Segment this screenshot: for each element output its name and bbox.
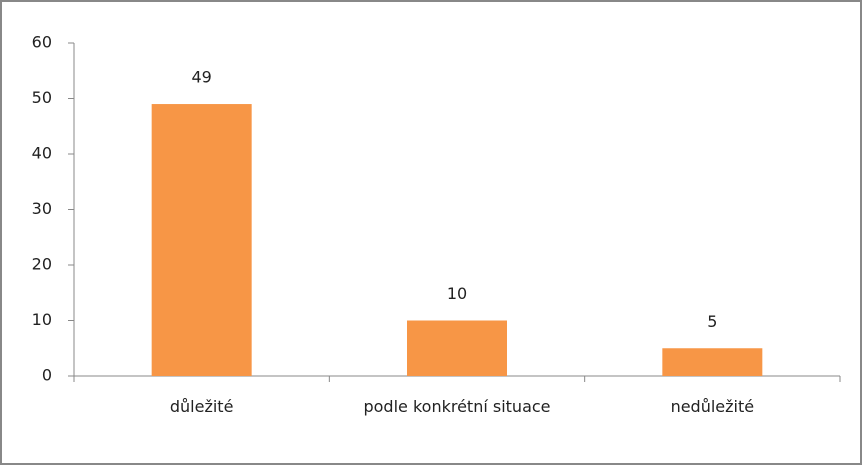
data-label: 49 <box>191 68 211 87</box>
x-tick-label-box: důležité <box>169 397 234 416</box>
y-tick-label: 0 <box>42 366 52 385</box>
data-label: 10 <box>447 284 467 303</box>
bar <box>662 348 763 376</box>
y-tick-label: 20 <box>32 255 52 274</box>
x-tick-label-box: podle konkrétní situace <box>363 397 551 416</box>
x-tick-label: podle konkrétní situace <box>363 397 551 416</box>
y-tick-label: 10 <box>32 310 52 329</box>
bar <box>407 320 507 376</box>
x-tick-label: důležité <box>169 397 234 416</box>
bar <box>151 104 252 377</box>
data-label: 5 <box>707 312 717 331</box>
y-tick-label: 60 <box>32 33 52 52</box>
x-tick-label-box: nedůležité <box>670 397 755 416</box>
x-tick-label: nedůležité <box>670 397 755 416</box>
y-tick-label: 50 <box>32 88 52 107</box>
y-tick-label: 40 <box>32 144 52 163</box>
y-tick-label: 30 <box>32 199 52 218</box>
